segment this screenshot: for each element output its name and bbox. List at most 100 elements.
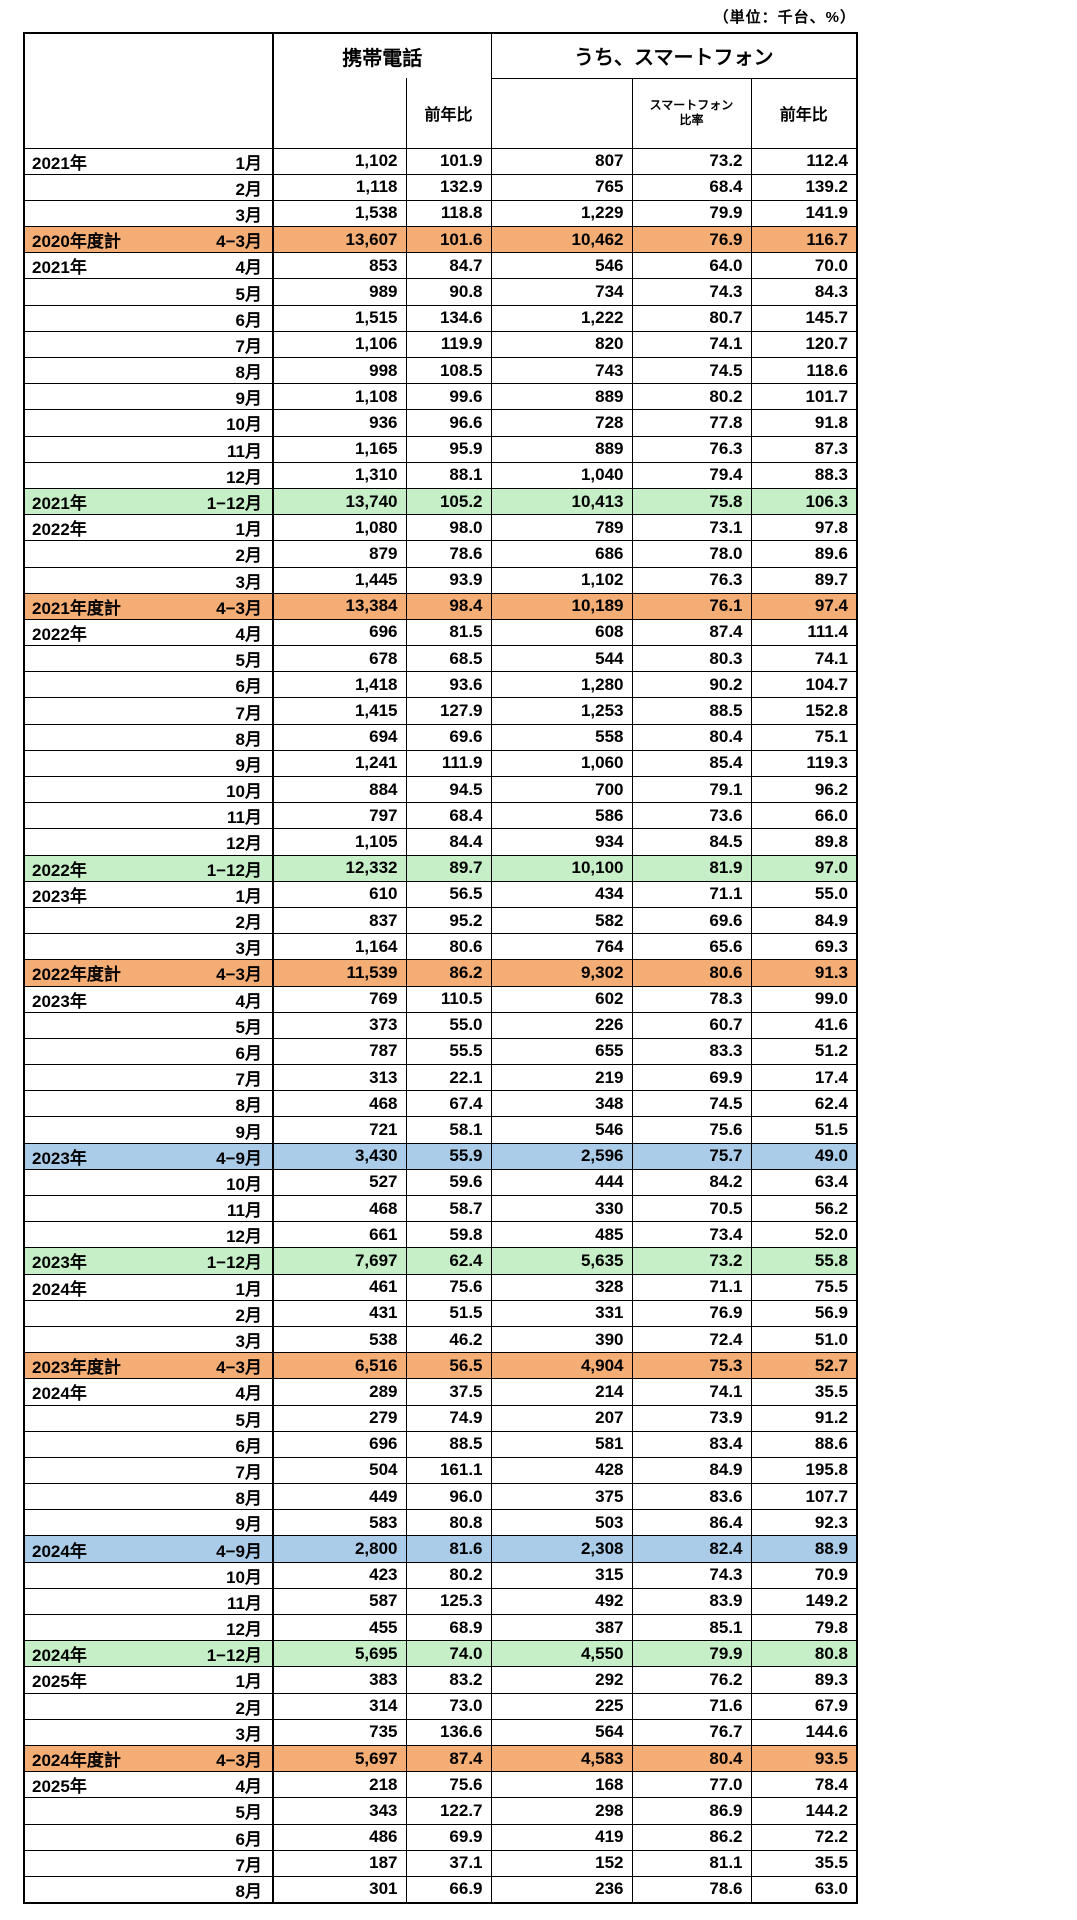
smartphone-ratio-cell: 76.3 [631,566,752,594]
row-label-cell: 12月 [23,461,274,489]
mobile-units-cell: 1,515 [272,304,407,332]
smartphone-ratio-cell: 73.4 [631,1221,752,1249]
table-row-half_total: 2023年 4−9月 3,430 55.9 2,596 75.7 49.0 [23,1142,858,1170]
smartphone-units-cell: 428 [490,1456,633,1485]
smartphone-ratio-cell: 85.1 [631,1613,752,1642]
smartphone-units-cell: 10,189 [490,592,633,620]
row-year-label: 2021年 [32,494,87,514]
table-row-month: 2025年 4月 218 75.6 168 77.0 78.4 [23,1771,858,1799]
table-row-calendar_total: 2021年 1−12月 13,740 105.2 10,413 75.8 106.3 [23,487,858,516]
smartphone-units-cell: 419 [490,1823,633,1851]
smartphone-yoy-cell: 101.7 [750,383,858,411]
smartphone-ratio-cell: 79.4 [631,461,752,489]
smartphone-units-cell: 558 [490,723,633,751]
row-label-cell: 8月 [23,723,274,751]
row-label-cell: 2022年度計 4−3月 [23,959,274,987]
table-row-month: 10月 884 94.5 700 79.1 96.2 [23,775,858,804]
smartphone-yoy-cell: 99.0 [750,985,858,1013]
mobile-yoy-cell: 84.4 [405,828,492,856]
mobile-units-cell: 6,516 [272,1352,407,1380]
row-label-cell: 7月 [23,1064,274,1092]
mobile-yoy-cell: 67.4 [405,1090,492,1118]
smartphone-ratio-cell: 78.0 [631,540,752,568]
smartphone-units-cell: 1,060 [490,749,633,778]
row-period-label: 2月 [235,546,262,566]
row-period-label: 9月 [235,1515,262,1535]
row-year-label: 2023年度計 [32,1358,121,1378]
smartphone-units-cell: 4,904 [490,1352,633,1380]
row-period-label: 1月 [235,886,262,906]
smartphone-units-cell: 10,462 [490,226,633,254]
table-row-month: 5月 343 122.7 298 86.9 144.2 [23,1797,858,1825]
row-period-label: 5月 [235,1803,262,1823]
row-label-cell: 5月 [23,278,274,306]
row-period-label: 8月 [235,1489,262,1509]
mobile-units-cell: 7,697 [272,1247,407,1275]
row-label-cell: 3月 [23,1325,274,1354]
row-period-label: 8月 [235,1881,262,1901]
smartphone-yoy-cell: 97.4 [750,592,858,620]
table-body: 2021年 1月 1,102 101.9 807 73.2 112.4 2月 1,118 132.… [23,147,858,1904]
table-row-month: 6月 486 69.9 419 86.2 72.2 [23,1823,858,1851]
smartphone-yoy-cell: 89.6 [750,540,858,568]
row-label-cell: 3月 [23,933,274,961]
row-label-cell: 10月 [23,1168,274,1197]
table-row-month: 2021年 4月 853 84.7 546 64.0 70.0 [23,252,858,280]
mobile-units-cell: 1,445 [272,566,407,594]
row-period-label: 1月 [235,1672,262,1692]
row-period-label: 10月 [226,782,262,802]
smartphone-ratio-cell: 76.9 [631,1299,752,1327]
mobile-units-cell: 343 [272,1797,407,1825]
row-label-cell: 11月 [23,1194,274,1223]
table-row-month: 9月 1,241 111.9 1,060 85.4 119.3 [23,749,858,778]
row-year-label: 2023年 [32,1253,87,1273]
smartphone-units-cell: 789 [490,514,633,542]
smartphone-ratio-cell: 60.7 [631,1011,752,1039]
table-row-month: 8月 449 96.0 375 83.6 107.7 [23,1483,858,1511]
row-period-label: 5月 [235,1017,262,1037]
mobile-yoy-cell: 69.9 [405,1823,492,1851]
smartphone-ratio-cell: 90.2 [631,671,752,699]
mobile-units-cell: 279 [272,1404,407,1432]
smartphone-ratio-cell: 80.6 [631,959,752,987]
mobile-yoy-cell: 125.3 [405,1587,492,1616]
mobile-units-cell: 1,118 [272,173,407,201]
smartphone-units-cell: 4,550 [490,1640,633,1668]
mobile-units-cell: 5,695 [272,1640,407,1668]
smartphone-units-cell: 444 [490,1168,633,1197]
smartphone-units-cell: 330 [490,1194,633,1223]
mobile-units-subheader [272,78,407,149]
row-period-label: 6月 [235,677,262,697]
table-row-fiscal_total: 2020年度計 4−3月 13,607 101.6 10,462 76.9 116.7 [23,226,858,254]
corner-cell [23,32,274,149]
smartphone-yoy-cell: 88.9 [750,1535,858,1563]
smartphone-ratio-cell: 71.6 [631,1692,752,1720]
mobile-units-cell: 218 [272,1771,407,1799]
smartphone-yoy-cell: 41.6 [750,1011,858,1039]
mobile-units-cell: 13,607 [272,226,407,254]
mobile-units-cell: 1,105 [272,828,407,856]
row-period-label: 2月 [235,1305,262,1325]
mobile-units-cell: 1,165 [272,435,407,463]
mobile-units-cell: 468 [272,1090,407,1118]
row-label-cell: 2022年 1−12月 [23,854,274,882]
smartphone-units-cell: 1,229 [490,199,633,228]
row-period-label: 4−3月 [216,598,262,618]
mobile-units-cell: 721 [272,1116,407,1144]
row-label-cell: 5月 [23,645,274,673]
row-period-label: 6月 [235,1043,262,1063]
row-period-label: 4−3月 [216,232,262,252]
smartphone-yoy-cell: 84.3 [750,278,858,306]
row-label-cell: 2024年 4月 [23,1378,274,1406]
mobile-units-cell: 1,310 [272,461,407,489]
row-period-label: 12月 [226,1620,262,1640]
row-period-label: 1−12月 [206,860,262,880]
row-period-label: 5月 [235,284,262,304]
row-period-label: 2月 [235,179,262,199]
row-period-label: 6月 [235,310,262,330]
smartphone-units-cell: 743 [490,356,633,385]
row-period-label: 8月 [235,1096,262,1116]
smartphone-ratio-cell: 80.4 [631,1744,752,1773]
table-row-month: 6月 1,418 93.6 1,280 90.2 104.7 [23,671,858,699]
mobile-units-cell: 12,332 [272,854,407,882]
